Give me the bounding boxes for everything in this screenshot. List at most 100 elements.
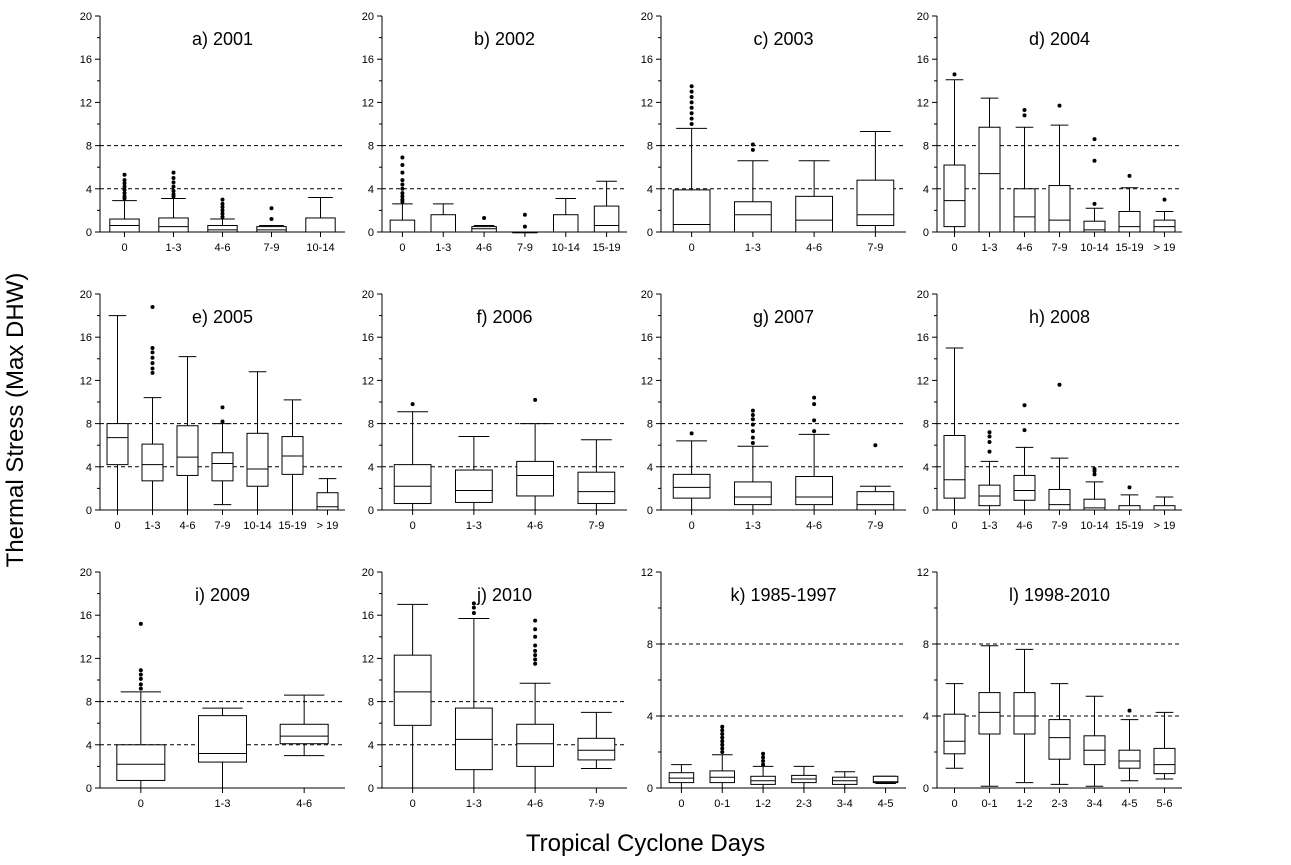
x-tick-label: 15-19 — [1115, 242, 1143, 254]
y-tick-label: 0 — [923, 227, 929, 239]
box-plot — [577, 439, 616, 511]
y-tick-label: 0 — [368, 783, 374, 795]
outlier-point — [471, 605, 476, 610]
x-tick-label: 1-3 — [215, 798, 231, 810]
y-tick-label: 8 — [368, 697, 374, 709]
y-tick-label: 12 — [362, 375, 374, 387]
x-tick-label: 2-3 — [796, 798, 812, 810]
outlier-point — [720, 742, 725, 747]
outlier-point — [171, 188, 176, 193]
outlier-point — [522, 224, 527, 229]
x-tick-label: 2-3 — [1052, 798, 1068, 810]
box-plot — [593, 180, 620, 233]
iqr-box — [593, 205, 620, 233]
box-plot — [943, 72, 966, 233]
y-tick-label: 12 — [80, 653, 92, 665]
outlier-point — [720, 735, 725, 740]
outlier-point — [689, 431, 694, 436]
outlier-point — [533, 657, 538, 662]
box-plot — [116, 621, 166, 789]
outlier-point — [1057, 382, 1062, 387]
x-tick-label: 4-6 — [1017, 520, 1033, 532]
outlier-point — [171, 170, 176, 175]
outlier-point — [220, 205, 225, 210]
y-tick-label: 8 — [647, 639, 653, 651]
y-tick-label: 4 — [368, 184, 374, 196]
y-tick-label: 16 — [641, 54, 653, 66]
x-tick-label: 7-9 — [588, 798, 604, 810]
outlier-point — [689, 116, 694, 121]
x-tick-label: 1-3 — [982, 520, 998, 532]
iqr-box — [553, 214, 579, 233]
outlier-point — [533, 648, 538, 653]
x-tick-label: 4-6 — [1017, 242, 1033, 254]
box-plot — [455, 601, 493, 789]
outlier-point — [138, 621, 143, 626]
outlier-point — [987, 430, 992, 435]
x-tick-label: 1-3 — [466, 798, 482, 810]
y-tick-label: 8 — [647, 419, 653, 431]
y-tick-label: 4 — [647, 462, 653, 474]
outlier-point — [150, 366, 155, 371]
y-tick-label: 4 — [923, 462, 929, 474]
box-plot — [734, 142, 772, 233]
x-tick-label: 7-9 — [1052, 520, 1068, 532]
outlier-point — [138, 672, 143, 677]
box-plot — [1013, 107, 1036, 233]
chart-panel: 0 4 8 12 16 20 d) 2004 0 1-3 4-6 7-9 10-14 15-19 > 19 — [917, 11, 1182, 254]
iqr-box — [516, 460, 554, 497]
outlier-point — [812, 395, 817, 400]
iqr-box — [978, 692, 1001, 735]
outlier-point — [761, 762, 766, 767]
chart-panel: 0 4 8 12 16 20 g) 2007 0 1-3 4-6 7-9 — [641, 289, 906, 532]
outlier-point — [171, 180, 176, 185]
outlier-point — [750, 408, 755, 413]
x-tick-label: 0-1 — [982, 798, 998, 810]
box-plot — [158, 170, 189, 233]
box-plot — [577, 711, 616, 770]
iqr-box — [430, 214, 456, 233]
iqr-box — [256, 226, 287, 233]
outlier-point — [1022, 113, 1027, 118]
x-tick-label: 4-5 — [878, 798, 894, 810]
box-plot — [512, 212, 538, 234]
box-plot — [734, 408, 772, 511]
iqr-box — [141, 443, 164, 482]
iqr-box — [734, 481, 772, 506]
outlier-point — [122, 194, 127, 199]
chart-panel: 0 4 8 12 16 20 c) 2003 0 1-3 4-6 7-9 — [641, 11, 906, 254]
y-tick-label: 20 — [362, 11, 374, 23]
box-plot — [393, 402, 432, 511]
outlier-point — [689, 105, 694, 110]
y-tick-label: 12 — [917, 97, 929, 109]
box-plot — [978, 645, 1001, 787]
y-tick-label: 12 — [362, 97, 374, 109]
iqr-box — [246, 432, 269, 487]
box-plot — [106, 315, 129, 511]
iqr-box — [316, 492, 339, 511]
outlier-point — [220, 208, 225, 213]
outlier-point — [220, 405, 225, 410]
outlier-point — [750, 142, 755, 147]
box-plot — [856, 443, 895, 511]
outlier-point — [750, 412, 755, 417]
iqr-box — [1048, 185, 1071, 233]
box-plot — [1013, 403, 1036, 511]
y-tick-label: 12 — [641, 567, 653, 579]
x-tick-label: 10-14 — [1080, 520, 1108, 532]
panel-title: d) 2004 — [1029, 29, 1090, 49]
panel-title: a) 2001 — [192, 29, 253, 49]
outlier-point — [122, 184, 127, 189]
iqr-box — [1048, 719, 1071, 760]
outlier-point — [400, 197, 405, 202]
outlier-point — [269, 217, 274, 222]
iqr-box — [198, 715, 247, 763]
outlier-point — [220, 211, 225, 216]
outlier-point — [122, 187, 127, 192]
outlier-point — [471, 611, 476, 616]
outlier-point — [1127, 485, 1132, 490]
outlier-point — [150, 304, 155, 309]
iqr-box — [734, 201, 772, 233]
box-plot — [207, 197, 238, 233]
outlier-point — [220, 197, 225, 202]
